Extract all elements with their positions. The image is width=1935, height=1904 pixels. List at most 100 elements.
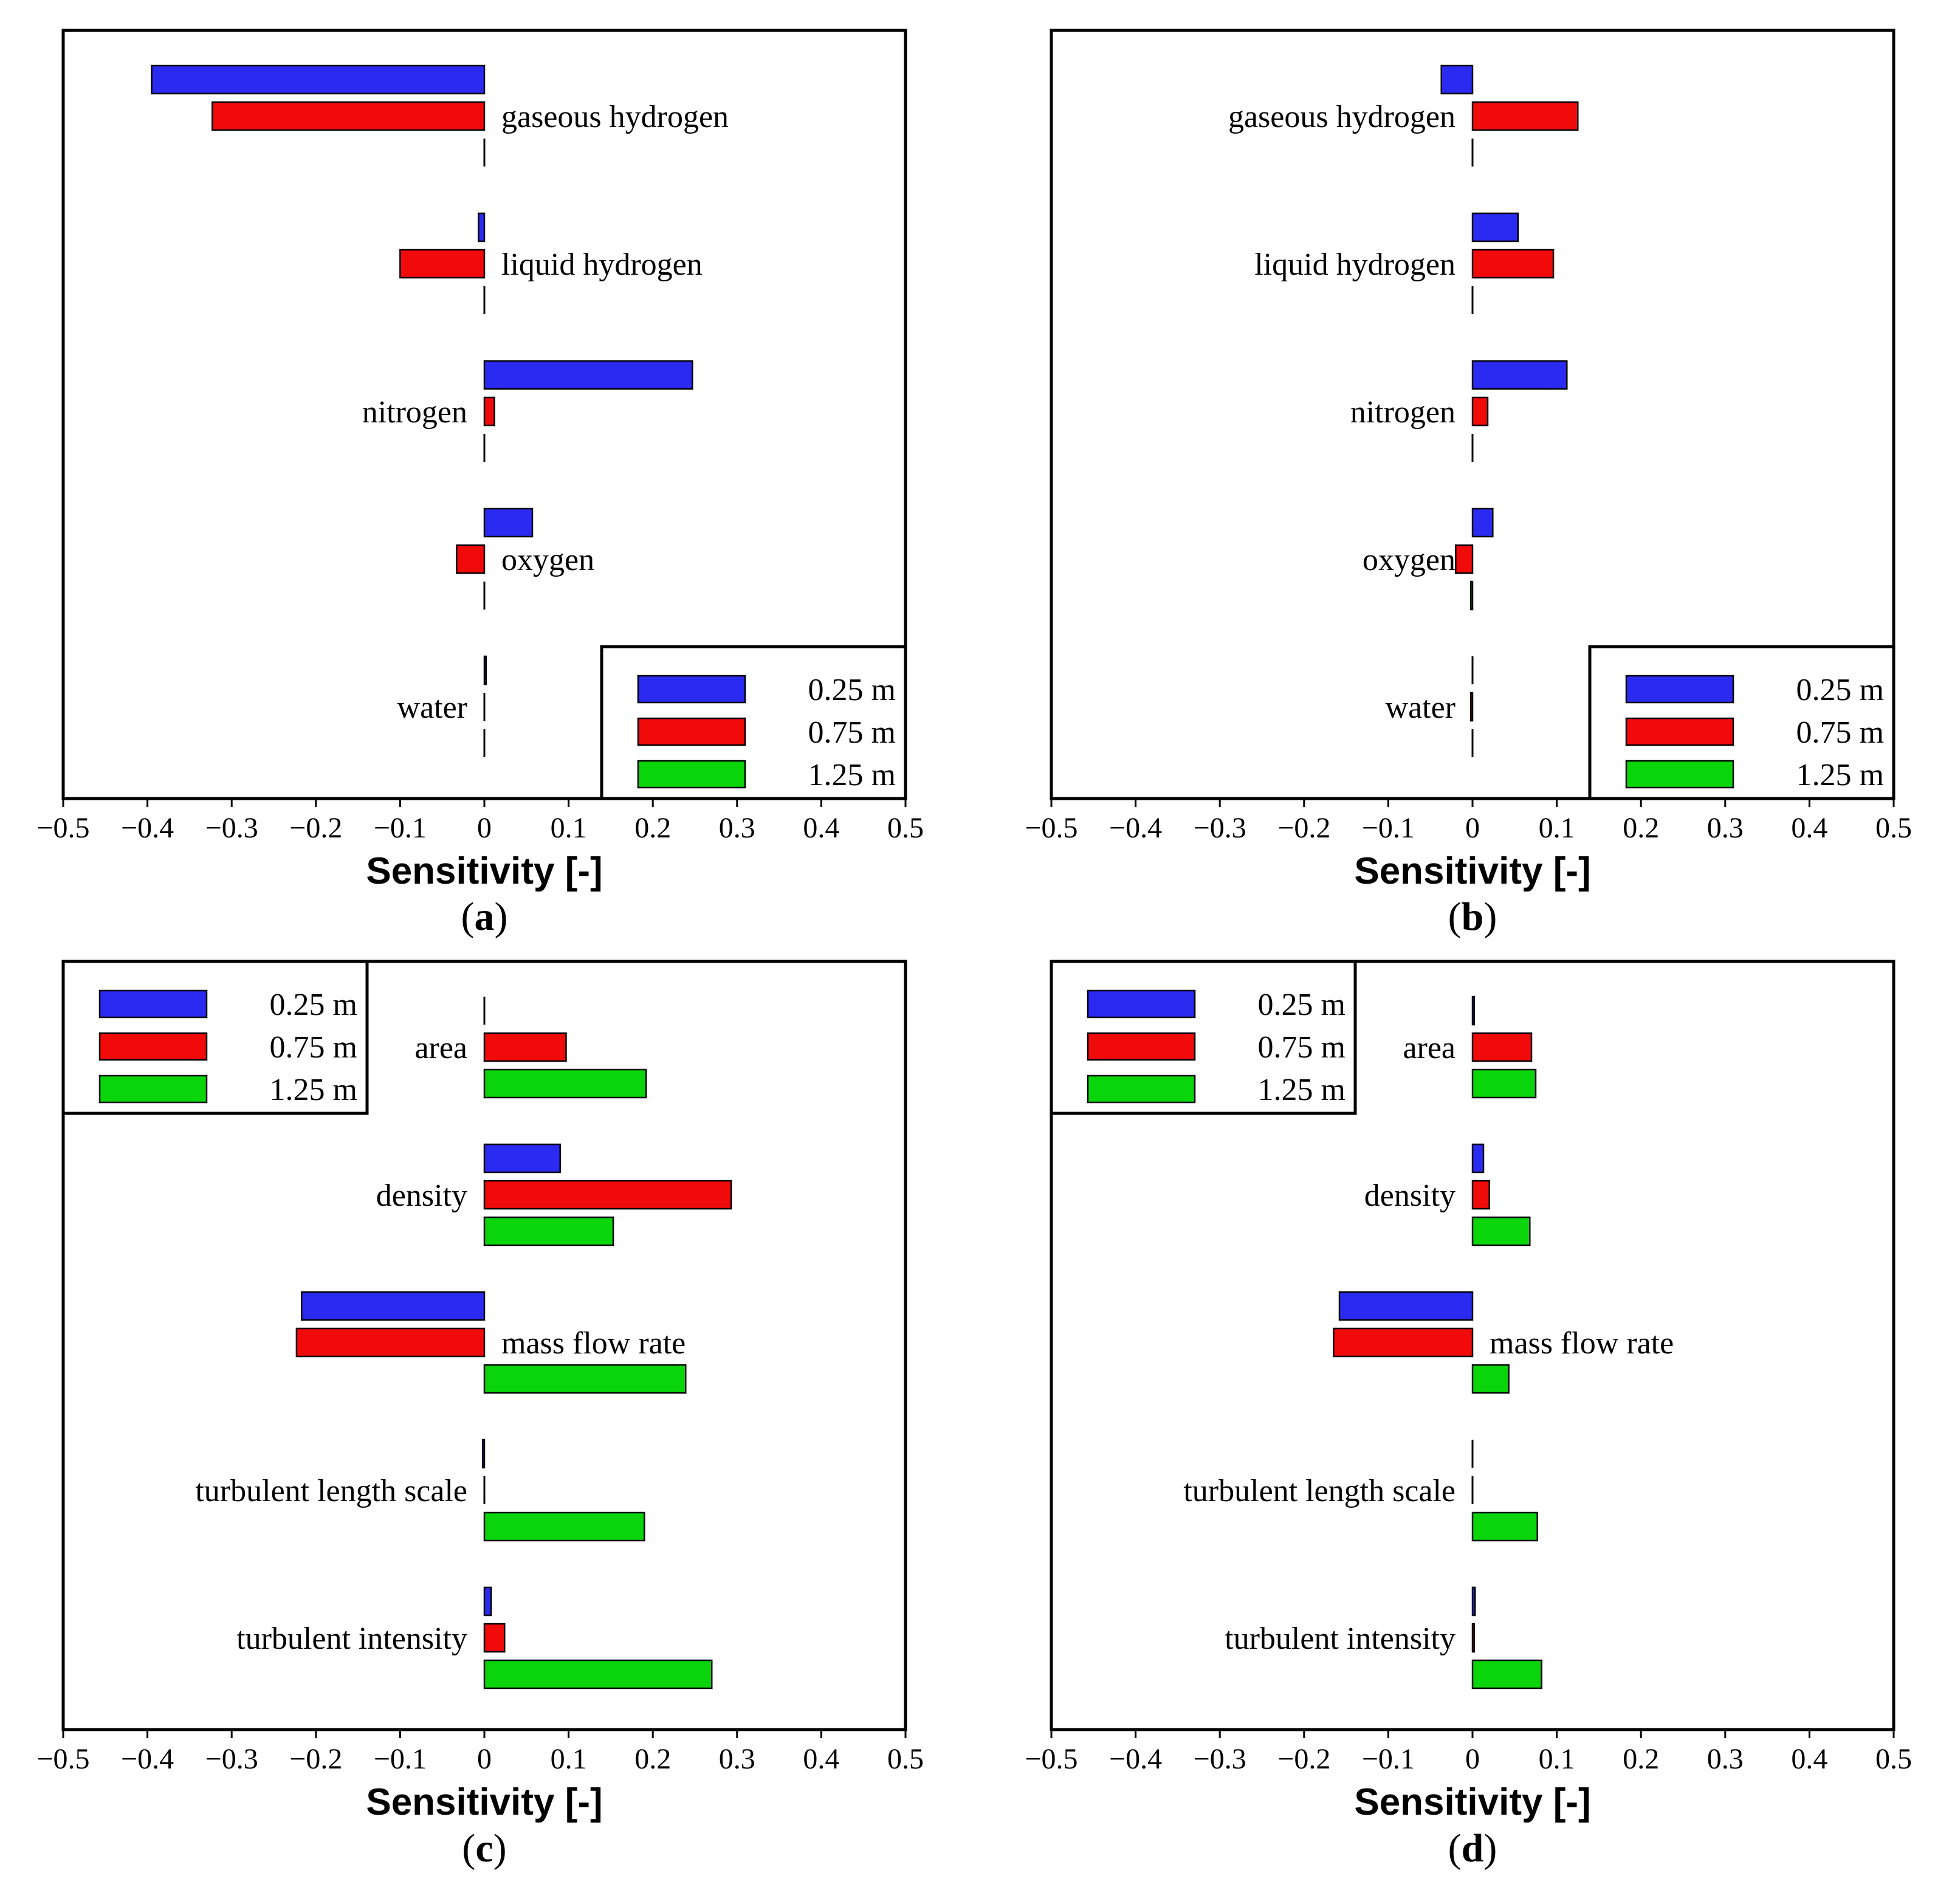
panel-d-x-tick-label: 0.1 (1539, 1743, 1575, 1775)
panel-d-bar-d-2-0 (1338, 1291, 1474, 1321)
panel-d-category-label: area (1403, 1031, 1456, 1065)
panel-b-legend-label: 1.25 m (1796, 758, 1884, 792)
panel-d-panel-label: (d) (1448, 1826, 1497, 1871)
panel-a-x-tick-label: −0.5 (36, 812, 89, 844)
panel-d-bar-d-2-2 (1471, 1364, 1510, 1394)
panel-b-x-tick-label: 0 (1465, 812, 1480, 844)
panel-d-x-tick-label: −0.4 (1109, 1743, 1162, 1775)
panel-b-bar-b-1-0 (1471, 212, 1519, 242)
panel-d-category-label: density (1364, 1178, 1456, 1213)
panel-d-x-tick-label: 0.4 (1791, 1743, 1827, 1775)
panel-b-bar-b-4-1 (1469, 692, 1474, 722)
panel-a-legend-swatch (637, 675, 746, 704)
panel-c-x-tick-label: 0.5 (887, 1743, 924, 1775)
panel-c-bar-c-1-2 (483, 1216, 614, 1246)
panel-c-legend-label: 0.25 m (270, 988, 357, 1022)
panel-c-x-tick-label: −0.1 (374, 1743, 427, 1775)
panel-d-bar-d-0-1 (1471, 1032, 1533, 1062)
panel-b-bar-b-3-2 (1469, 580, 1474, 611)
panel-c-bar-c-4-0 (483, 1586, 492, 1617)
panel-c-bar-c-2-0 (300, 1291, 486, 1321)
panel-c-legend-label: 1.25 m (270, 1073, 357, 1107)
panel-b-category-label: water (1386, 690, 1456, 725)
panel-a-x-tick-label: −0.1 (374, 812, 427, 844)
panel-c-bar-c-0-1 (483, 1032, 567, 1062)
panel-a-bar-a-3-1 (456, 544, 486, 574)
panel-d-x-axis-title: Sensitivity [-] (1354, 1781, 1590, 1823)
panel-c-category-label: area (414, 1031, 467, 1065)
panel-d-bar-d-4-0 (1471, 1586, 1476, 1617)
panel-d-x-tick-label: −0.1 (1362, 1743, 1415, 1775)
panel-a-legend-label: 1.25 m (808, 758, 896, 792)
panel-d-legend-label: 0.25 m (1258, 988, 1346, 1022)
panel-d-bar-d-0-0 (1471, 995, 1476, 1026)
panel-c-x-axis-title: Sensitivity [-] (366, 1781, 602, 1823)
panel-c-bar-c-2-2 (483, 1364, 687, 1394)
panel-a-bar-a-2-0 (483, 360, 693, 390)
panel-b-category-label: liquid hydrogen (1254, 247, 1456, 282)
panel-b-legend-swatch (1625, 675, 1734, 704)
panel-d-bar-d-4-2 (1471, 1659, 1542, 1689)
panel-c-x-tick-label: 0.4 (803, 1743, 839, 1775)
panel-c-x-tick-label: 0.3 (719, 1743, 755, 1775)
panel-d-category-label: turbulent length scale (1183, 1474, 1456, 1508)
panel-a-category-label: liquid hydrogen (501, 247, 703, 282)
panel-d-x-tick-label: −0.3 (1194, 1743, 1246, 1775)
panel-c-bar-c-3-2 (483, 1511, 645, 1542)
panel-b-category-label: oxygen (1363, 543, 1456, 577)
panel-a-x-tick-label: 0 (477, 812, 492, 844)
panel-c-category-label: density (376, 1178, 467, 1213)
panel-d-legend-swatch (1087, 989, 1196, 1019)
panel-a-legend-label: 0.25 m (808, 673, 896, 707)
panel-d-legend-swatch (1087, 1074, 1196, 1104)
panel-a-x-tick-label: 0.4 (803, 812, 839, 844)
panel-d-bar-d-1-2 (1471, 1216, 1531, 1246)
panel-c-category-label: mass flow rate (501, 1326, 686, 1361)
panel-a-legend-swatch (637, 760, 746, 789)
panel-d-bar-d-3-2 (1471, 1511, 1538, 1542)
panel-a-panel-label: (a) (461, 895, 508, 939)
panel-b-bar-b-0-0 (1440, 64, 1474, 95)
panel-a-bar-a-1-0 (478, 212, 486, 242)
panel-c-x-tick-label: −0.5 (36, 1743, 89, 1775)
panel-a-bar-a-2-1 (483, 396, 495, 427)
panel-c-x-tick-label: 0 (477, 1743, 492, 1775)
panel-d-x-tick-label: −0.5 (1025, 1743, 1077, 1775)
panel-a-bar-a-4-0 (483, 655, 487, 686)
panel-d-legend-label: 1.25 m (1258, 1073, 1346, 1107)
panel-b-panel-label: (b) (1448, 895, 1497, 939)
panel-a-category-label: oxygen (501, 543, 594, 577)
panel-a-x-tick-label: 0.1 (551, 812, 587, 844)
panel-c-category-label: turbulent length scale (195, 1474, 467, 1508)
panel-d-x-tick-label: −0.2 (1277, 1743, 1330, 1775)
panel-a-x-tick-label: −0.4 (121, 812, 174, 844)
panel-d-bar-d-1-0 (1471, 1143, 1485, 1174)
panel-d-legend-swatch (1087, 1032, 1196, 1061)
panel-b-category-label: nitrogen (1350, 395, 1456, 430)
panel-b-x-tick-label: 0.2 (1623, 812, 1659, 844)
panel-b-x-tick-label: −0.1 (1362, 812, 1415, 844)
panel-b-bar-b-2-0 (1471, 360, 1568, 390)
panel-b-bar-b-3-0 (1471, 507, 1494, 538)
panel-b-bar-b-1-1 (1471, 249, 1555, 279)
panel-d-x-tick-label: 0.3 (1707, 1743, 1744, 1775)
panel-a-category-label: nitrogen (362, 395, 467, 430)
panel-b-x-tick-label: −0.3 (1194, 812, 1246, 844)
panel-a-bar-a-1-1 (399, 249, 486, 279)
panel-c-panel-label: (c) (462, 1826, 506, 1871)
panel-a-category-label: gaseous hydrogen (501, 100, 729, 134)
panel-b-bar-b-2-1 (1471, 396, 1489, 427)
panel-c-bar-c-4-2 (483, 1659, 713, 1689)
panel-a-x-axis-title: Sensitivity [-] (366, 850, 602, 892)
panel-a-x-tick-label: 0.2 (634, 812, 671, 844)
panel-b-x-tick-label: −0.2 (1277, 812, 1330, 844)
panel-c-legend-label: 0.75 m (270, 1030, 357, 1065)
panel-d-x-tick-label: 0.5 (1875, 1743, 1912, 1775)
panel-c-x-tick-label: −0.2 (289, 1743, 342, 1775)
panel-b-x-tick-label: 0.4 (1791, 812, 1827, 844)
panel-c-bar-c-4-1 (483, 1623, 506, 1653)
panel-c-legend-swatch (98, 989, 208, 1019)
panel-d-x-tick-label: 0.2 (1623, 1743, 1659, 1775)
panel-b-legend-label: 0.25 m (1796, 673, 1884, 707)
